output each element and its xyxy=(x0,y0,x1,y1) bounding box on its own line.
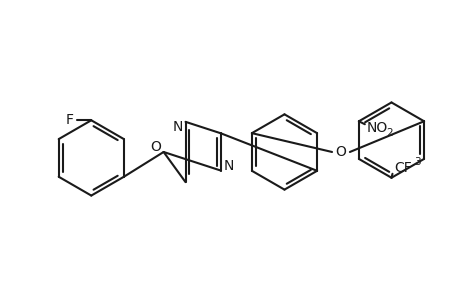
Text: N: N xyxy=(223,159,234,173)
Text: CF: CF xyxy=(394,161,411,175)
Text: N: N xyxy=(172,120,182,134)
Text: O: O xyxy=(150,140,161,154)
Text: O: O xyxy=(335,145,346,159)
Text: NO: NO xyxy=(366,121,387,135)
Text: 3: 3 xyxy=(414,157,420,167)
Text: F: F xyxy=(65,113,73,127)
Text: 2: 2 xyxy=(386,128,392,138)
